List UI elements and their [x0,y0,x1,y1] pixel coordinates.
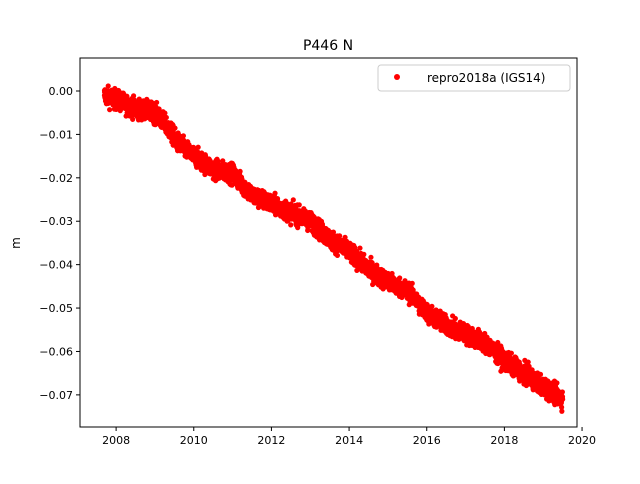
legend-marker [394,74,400,80]
y-tick-label: −0.03 [39,215,73,228]
scatter-dot [220,158,226,164]
scatter-dot [272,190,278,196]
plot-frame [79,57,578,428]
scatter-dot [559,408,565,414]
scatter-dot [296,202,302,208]
x-tick-label: 2012 [257,434,285,447]
scatter-dot [124,93,130,99]
scatter-dot [537,371,544,377]
x-axis: 2008 2010 2012 2014 2016 2018 2020 [102,427,596,447]
scatter-dot [163,114,169,121]
scatter-dot [342,234,348,240]
scatter-dot [357,245,363,251]
scatter-dot [368,254,374,260]
scatter-dot [172,125,178,131]
x-tick-label: 2016 [413,434,441,447]
y-axis-label: m [9,237,23,249]
y-tick-label: −0.02 [39,172,73,185]
scatter-dot [156,106,162,112]
scatter-dot [195,144,201,150]
scatter-dot [105,83,111,89]
x-tick-label: 2014 [335,434,363,447]
scatter-dot [130,93,137,99]
y-tick-label: −0.07 [39,389,73,402]
scatter-dot [288,222,294,228]
y-tick-label: −0.04 [39,259,73,272]
scatter-dot [429,303,435,309]
scatter-dot [107,107,113,113]
x-tick-label: 2018 [490,434,518,447]
scatter-dot [554,380,560,386]
y-tick-label: −0.05 [39,302,73,315]
scatter-dot [162,110,168,116]
scatter-dot [495,339,501,346]
x-tick-label: 2010 [180,434,208,447]
scatter-dot [154,99,160,106]
y-tick-label: −0.01 [39,128,73,141]
scatter-dot [452,315,458,322]
scatter-dot [558,404,565,410]
scatter-dot [397,275,403,281]
scatter-dot [180,133,187,139]
scatter-dot [559,389,565,395]
scatter-dot [369,260,375,266]
scatter-dot [361,251,367,257]
scatter-dot [334,252,341,259]
scatter-dot [130,116,136,122]
scatter-dot [237,168,243,174]
y-axis: 0.00 −0.01 −0.02 −0.03 −0.04 −0.05 −0.06 −0.07 [39,85,80,402]
scatter-points [101,83,566,414]
y-tick-label: −0.06 [39,345,73,358]
scatter-dot [274,196,281,202]
scatter-dot [525,359,531,365]
legend: repro2018a (IGS14) [377,64,571,92]
x-tick-label: 2020 [568,434,596,447]
scatter-dot [288,201,294,207]
scatter-dot [337,233,343,239]
scatter-dot [409,280,415,286]
scatter-dot [508,350,514,356]
legend-label: repro2018a (IGS14) [427,71,545,85]
scatter-dot [559,394,566,400]
scatter-dot [290,197,296,203]
x-tick-label: 2008 [102,434,130,447]
y-tick-label: 0.00 [49,85,74,98]
chart-title: P446 N [303,38,353,54]
scatter-dot [526,363,532,369]
